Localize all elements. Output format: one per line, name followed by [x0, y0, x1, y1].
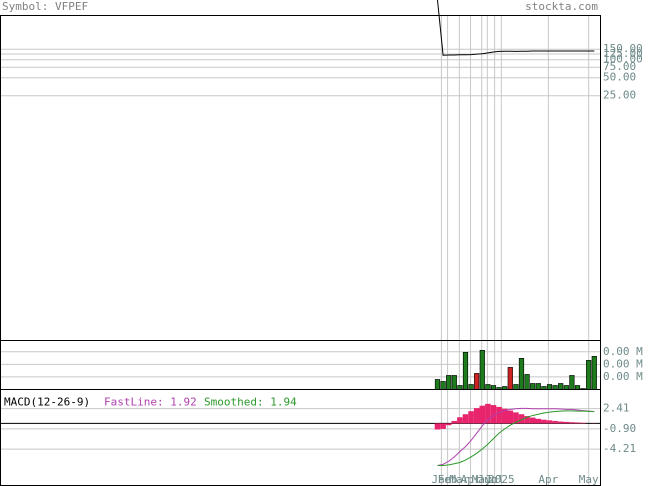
volume-bar: [485, 384, 491, 390]
volume-bar: [479, 349, 485, 390]
x-tick-label: Jul: [485, 473, 505, 486]
y-tick-label: -0.90: [603, 422, 636, 435]
histogram-bar: [445, 423, 452, 426]
volume-bar: [474, 373, 480, 390]
histogram-bar: [485, 403, 491, 424]
histogram-bar: [496, 406, 502, 424]
y-tick-label: 2.41: [603, 402, 630, 415]
histogram-bar: [490, 405, 497, 424]
volume-bar: [535, 383, 541, 390]
x-tick-label: Apr: [461, 473, 481, 486]
histogram-bar: [541, 419, 547, 424]
histogram-bar: [546, 420, 553, 424]
histogram-bar: [535, 418, 542, 424]
histogram-bar: [557, 421, 564, 424]
histogram-bar: [529, 417, 536, 424]
y-tick-label: 0.00 M: [603, 357, 643, 370]
volume-bar: [552, 385, 558, 390]
volume-bar: [574, 385, 581, 390]
macd-panel: [0, 389, 601, 486]
y-tick-label: 75.00: [603, 60, 636, 73]
histogram-bar: [552, 420, 558, 424]
histogram-bar: [563, 421, 570, 424]
volume-bar: [518, 358, 525, 390]
histogram-bar: [569, 422, 575, 424]
volume-bar: [524, 374, 530, 390]
y-tick-label: -4.21: [603, 442, 636, 455]
volume-bar: [468, 384, 474, 390]
x-tick-label: Jun: [477, 473, 497, 486]
volume-bar: [591, 356, 597, 390]
symbol: Symbol: VFPEF: [2, 0, 88, 13]
grid-layer: [0, 15, 601, 486]
histogram-bar: [507, 410, 514, 424]
y-tick-label: 25.00: [603, 89, 636, 102]
volume-bar: [530, 383, 536, 390]
x-tick-label: Feb: [438, 473, 458, 486]
series-line: [436, 0, 595, 56]
volume-bar: [457, 385, 463, 390]
price-panel: [0, 15, 601, 341]
volume-bar: [462, 352, 469, 390]
volume-bar: [513, 384, 519, 390]
volume-bar: [558, 383, 564, 390]
x-tick-label: Mar: [449, 473, 469, 486]
volume-bar: [569, 375, 575, 390]
y-tick-label: 0.00 M: [603, 345, 643, 358]
volume-bar: [451, 375, 457, 390]
volume-bar: [507, 367, 513, 390]
x-tick-label: 2025: [488, 473, 515, 486]
x-tick-label: May: [472, 473, 492, 486]
histogram-bar: [574, 422, 581, 424]
y-tick-label: 0.00 M: [603, 370, 643, 383]
histogram-bar: [501, 408, 508, 424]
mark-layer: [434, 0, 598, 467]
histogram-bar: [513, 412, 519, 424]
volume-bar: [434, 379, 441, 390]
volume-bar: [490, 385, 497, 390]
histogram-bar: [468, 411, 474, 424]
site-name: stockta.com: [525, 0, 598, 13]
histogram-bar: [440, 423, 446, 429]
legend-entry: FastLine: 1.92: [104, 396, 197, 409]
y-tick-label: 50.00: [603, 71, 636, 84]
histogram-bar: [518, 414, 525, 424]
histogram-bar: [473, 408, 480, 424]
volume-bar: [563, 385, 569, 390]
histogram-bar: [580, 422, 586, 424]
volume-bar: [440, 381, 446, 390]
histogram-bar: [524, 416, 530, 424]
series-line: [437, 407, 595, 467]
legend-entry: Smoothed: 1.94: [204, 396, 297, 409]
y-tick-label: 100.00: [603, 53, 643, 66]
x-tick-label: May: [579, 473, 599, 486]
x-tick-label: Apr: [538, 473, 558, 486]
panel-title: MACD(12-26-9): [4, 396, 90, 409]
histogram-bar: [434, 423, 441, 430]
histogram-bar: [457, 417, 463, 424]
histogram-bar: [479, 405, 486, 424]
x-tick-label: Jan: [431, 473, 451, 486]
volume-bar: [586, 360, 592, 390]
histogram-bar: [451, 420, 458, 424]
series-line: [437, 410, 595, 467]
histogram-bar: [462, 414, 469, 424]
volume-bar: [446, 375, 452, 390]
y-tick-label: 125.00: [603, 47, 643, 60]
volume-bar: [546, 384, 553, 390]
y-tick-label: 150.00: [603, 42, 643, 55]
